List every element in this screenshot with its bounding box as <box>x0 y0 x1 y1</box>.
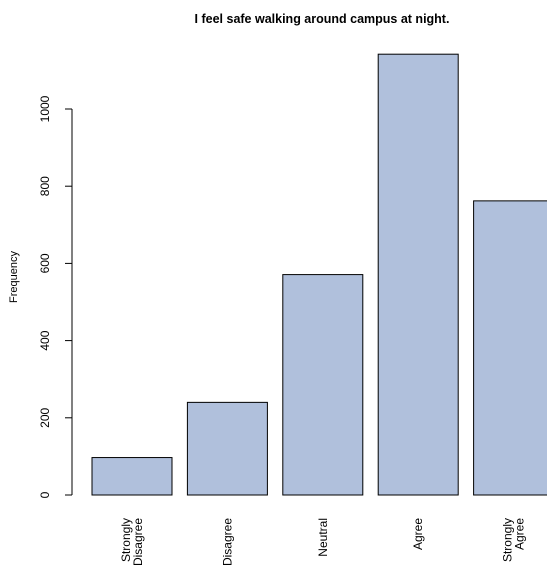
bar-0 <box>91 457 173 496</box>
x-tick-label-line: Neutral <box>316 518 330 557</box>
x-tick-label: StronglyAgree <box>501 518 527 562</box>
chart-title: I feel safe walking around campus at nig… <box>195 12 450 26</box>
x-tick-label-line: Strongly <box>501 518 515 562</box>
bar-4 <box>473 200 547 496</box>
x-tick-label-line: Agree <box>513 518 527 550</box>
x-axis-labels: StronglyDisagree Disagree Neutral Agree Stro… <box>119 518 527 566</box>
bar-1 <box>186 401 268 496</box>
x-tick-label-line: Disagree <box>131 518 145 566</box>
x-tick-label: Agree <box>411 518 425 550</box>
x-tick-label-line: Agree <box>411 518 425 550</box>
x-tick-label: Disagree <box>220 518 234 566</box>
bars <box>91 53 547 496</box>
y-tick-label: 0 <box>38 491 52 498</box>
x-tick-label-line: Strongly <box>119 518 133 562</box>
y-tick-label: 1000 <box>38 95 52 122</box>
y-tick-label: 400 <box>38 330 52 350</box>
y-tick-label: 600 <box>38 253 52 273</box>
x-tick-label: StronglyDisagree <box>119 518 145 566</box>
y-tick-label: 200 <box>38 407 52 427</box>
y-axis-label: Frequency <box>8 251 20 303</box>
y-tick-label: 800 <box>38 176 52 196</box>
bar-3 <box>377 53 459 496</box>
y-axis: 0 200 400 600 800 1000 <box>38 95 73 498</box>
x-tick-label: Neutral <box>316 518 330 557</box>
x-tick-label-line: Disagree <box>220 518 234 566</box>
bar-2 <box>282 274 364 496</box>
